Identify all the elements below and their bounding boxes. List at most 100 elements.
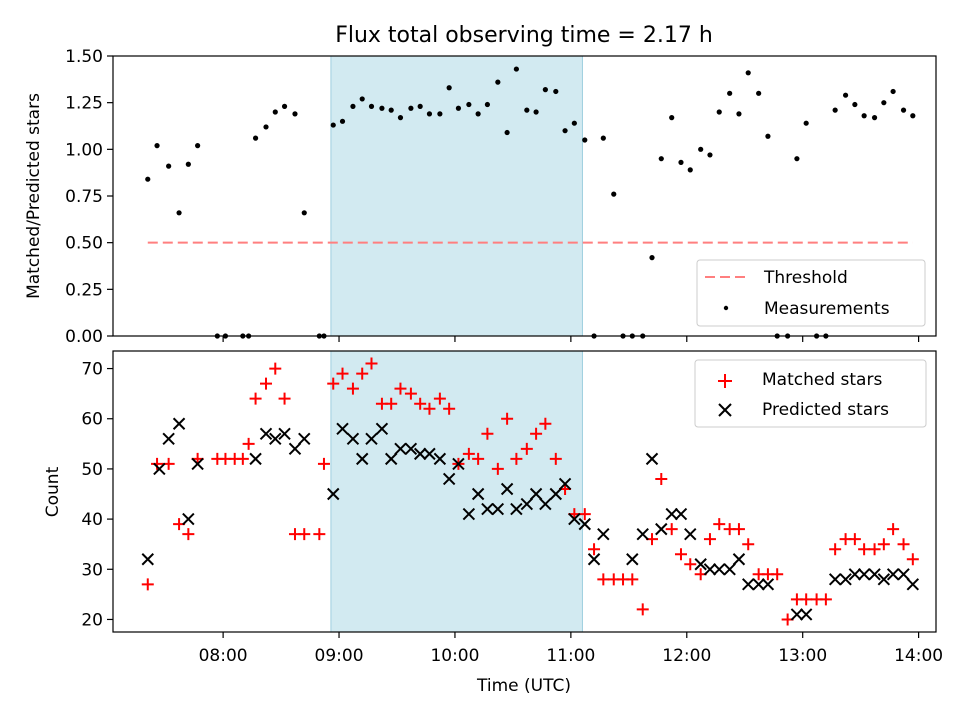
measurement-point [542, 87, 548, 93]
matched-star-marker [510, 452, 523, 465]
matched-star-marker [385, 397, 398, 410]
predicted-star-marker [674, 507, 688, 521]
predicted-star-marker [394, 442, 407, 456]
predicted-star-marker [587, 553, 601, 566]
matched-star-marker [578, 508, 591, 521]
measurement-point [455, 105, 462, 111]
predicted-star-marker [365, 432, 378, 446]
matched-star-marker [501, 412, 514, 425]
measurement-point [727, 90, 733, 96]
predicted-star-marker [433, 452, 447, 466]
legend-matched-swatch [718, 374, 732, 388]
measurement-point [408, 105, 414, 111]
top-y-axis-label: Matched/Predicted stars [24, 93, 44, 299]
measurement-point [185, 161, 191, 167]
matched-star-marker [313, 528, 326, 541]
predicted-star-marker [278, 427, 291, 441]
matched-star-marker [674, 548, 687, 561]
bottom-legend: Matched stars Predicted stars [694, 359, 927, 428]
predicted-star-marker [153, 462, 166, 476]
predicted-star-marker [558, 477, 572, 491]
bottom-axes: 20 30 40 50 60 70 08:00 09:00 10:00 11:00 12:00 13… [43, 350, 943, 696]
legend-measurements-label: Measurements [764, 299, 890, 319]
predicted-star-marker [703, 563, 717, 576]
measurement-point [484, 101, 491, 108]
bottom-y-tick-label: 30 [81, 560, 103, 580]
matched-star-marker [236, 452, 249, 465]
measurement-point [832, 107, 838, 113]
measurement-point [716, 109, 722, 115]
matched-star-marker [848, 533, 861, 546]
predicted-star-marker [471, 487, 485, 501]
measurement-point [176, 210, 182, 216]
predicted-star-marker [346, 432, 360, 446]
predicted-star-marker [732, 553, 746, 566]
bottom-x-tick-label: 10:00 [430, 646, 479, 666]
matched-star-marker [703, 533, 716, 546]
predicted-star-marker [404, 442, 418, 456]
matched-star-marker [404, 387, 417, 400]
bottom-y-tick-label: 40 [81, 510, 103, 530]
predicted-star-marker [742, 578, 755, 591]
top-y-tick-label: 0.50 [65, 234, 103, 254]
predicted-star-marker [462, 507, 476, 521]
matched-star-marker [877, 538, 890, 551]
matched-star-marker [394, 382, 407, 395]
measurement-point [669, 115, 675, 121]
matched-star-marker [829, 543, 842, 556]
predicted-points [141, 417, 920, 621]
measurement-point [553, 88, 559, 95]
predicted-star-marker [886, 568, 900, 581]
predicted-star-marker [906, 578, 920, 591]
matched-star-marker [433, 392, 446, 405]
measurement-point [466, 101, 472, 108]
predicted-star-marker [356, 452, 369, 466]
predicted-star-marker [141, 553, 154, 566]
bottom-y-tick-label: 50 [81, 460, 103, 480]
measurement-point [600, 135, 606, 141]
bottom-y-axis-label: Count [43, 466, 63, 517]
top-y-tick-label: 0.75 [65, 187, 103, 207]
bottom-x-ticks: 08:00 09:00 10:00 11:00 12:00 13:00 14:00 [199, 632, 943, 666]
measurement-point [388, 107, 394, 113]
measurement-point [379, 105, 385, 111]
predicted-star-marker [636, 527, 649, 541]
measurement-point [145, 176, 151, 182]
measurement-point [446, 85, 452, 91]
measurement-point [281, 103, 288, 109]
predicted-star-marker [665, 507, 678, 521]
matched-star-marker [141, 578, 154, 591]
measurement-point [426, 111, 433, 117]
top-y-tick-label: 1.50 [65, 47, 103, 67]
predicted-star-marker [520, 497, 534, 511]
predicted-star-marker [529, 487, 543, 501]
legend-measurements-swatch [723, 305, 729, 311]
predicted-star-marker [877, 573, 891, 586]
predicted-star-marker [249, 452, 262, 466]
matched-star-marker [423, 402, 436, 415]
legend-matched-label: Matched stars [762, 370, 882, 390]
measurement-point [397, 115, 404, 121]
measurement-point [611, 191, 617, 197]
measurement-point [368, 103, 375, 109]
predicted-star-marker [452, 457, 465, 471]
matched-star-marker [462, 447, 475, 460]
matched-star-marker [636, 603, 649, 616]
matched-star-marker [897, 538, 910, 551]
predicted-star-marker [327, 487, 340, 501]
predicted-star-marker [578, 517, 591, 531]
predicted-star-marker [549, 487, 563, 501]
predicted-star-marker [597, 527, 610, 541]
matched-star-marker [684, 558, 697, 571]
matched-star-marker [278, 392, 291, 405]
predicted-star-marker [839, 573, 852, 586]
matched-star-marker [742, 538, 755, 551]
matched-star-marker [443, 402, 456, 415]
matched-star-marker [414, 397, 427, 410]
predicted-star-marker [259, 427, 273, 441]
predicted-star-marker [857, 568, 871, 581]
predicted-star-marker [752, 578, 765, 591]
predicted-star-marker [288, 442, 302, 456]
measurement-point [852, 101, 858, 108]
matched-star-marker [713, 518, 726, 531]
